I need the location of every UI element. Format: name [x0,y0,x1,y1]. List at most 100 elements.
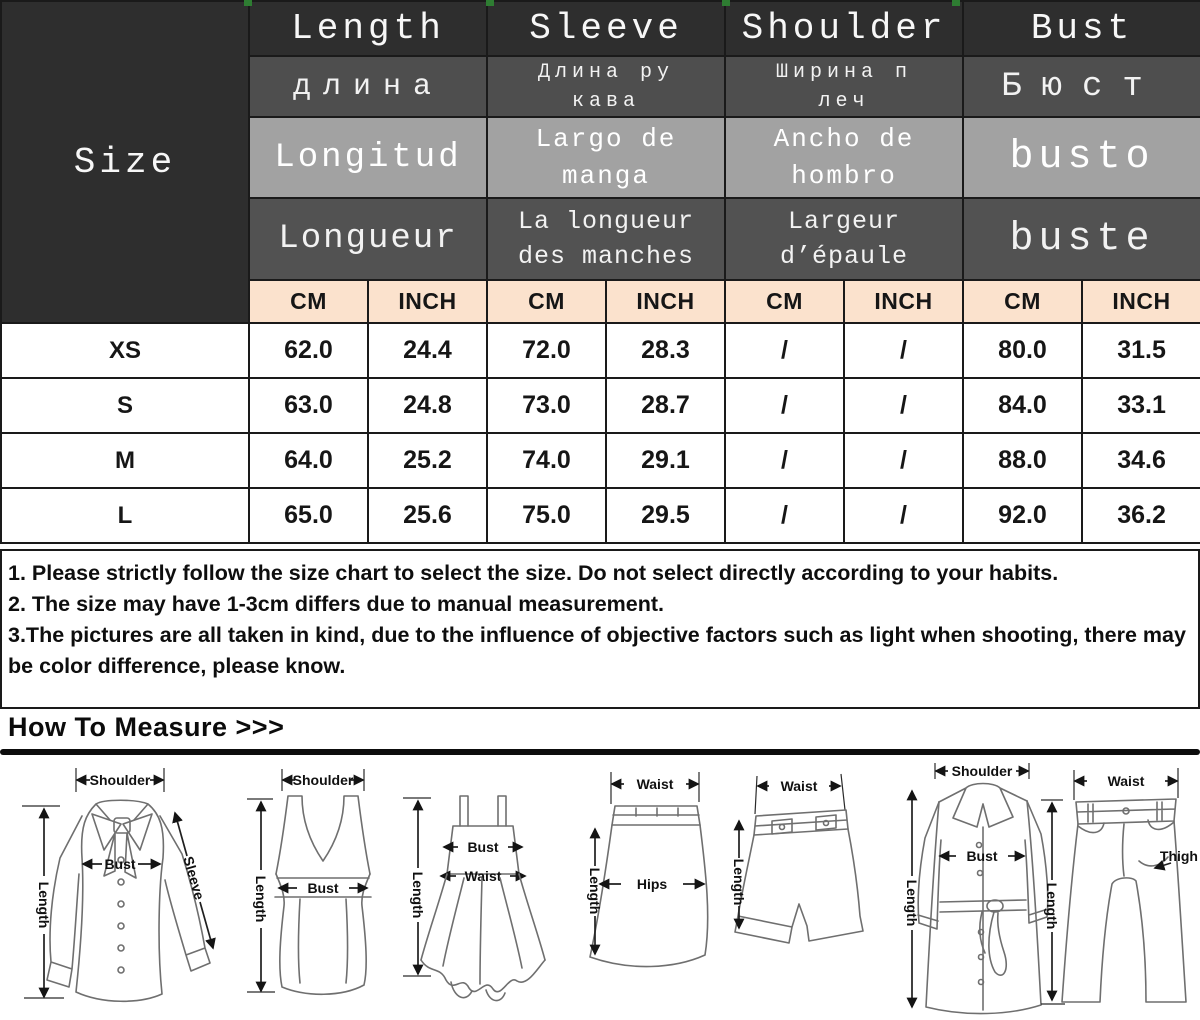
note-1: 1. Please strictly follow the size chart… [8,561,1059,585]
size-chart-table: Size Length Sleeve Shoulder Bust длина Д… [0,0,1200,544]
notes-box: 1. Please strictly follow the size chart… [0,549,1200,709]
green-artifact-tick [952,0,960,6]
header-line: Бюст [1001,67,1163,106]
label-length: Length [36,882,52,929]
header-line: Длина ру [537,60,674,84]
diagram-dress: Length Bust Waist [403,795,546,1002]
header-line: Longitud [274,138,462,177]
data-cell: 31.5 [1081,322,1200,379]
header-line: busto [1009,135,1155,180]
data-cell: / [842,432,965,489]
data-cell: / [724,322,845,379]
label-shoulder: Shoulder [952,763,1013,779]
label-length: Length [1044,883,1060,930]
header-line: manga [561,160,650,191]
diagram-shorts: Waist Length [731,773,864,944]
unit-cell-inch: INCH [842,279,965,324]
header-length-es: Longitud [248,116,488,199]
header-bust-ru: Бюст [962,55,1200,118]
label-length: Length [410,872,426,919]
header-row-french: Longueur La longueur des manches Largeur… [1,197,1200,281]
data-cell: / [724,487,845,544]
data-cell: 25.2 [367,432,488,489]
header-shoulder-es: Ancho de hombro [723,116,965,199]
how-to-measure-diagrams: Shoulder Length Bust Sleeve Shoulder [0,758,1200,1020]
label-bust: Bust [966,848,997,864]
unit-cell-cm: CM [486,279,607,324]
header-bust-es: busto [962,116,1200,199]
green-artifact-tick [486,0,494,6]
data-cell: 65.0 [248,487,369,544]
header-bust-en: Bust [962,0,1200,57]
label-shoulder: Shoulder [90,772,151,788]
data-cell: 25.6 [367,487,488,544]
diagram-skirt: Waist Length Hips [587,772,709,968]
divider-rule [0,749,1200,755]
data-cell: / [842,487,965,544]
data-cell: 73.0 [486,377,607,434]
header-length-ru: длина [248,55,488,118]
header-line: d’épaule [779,242,909,271]
unit-cell-cm: CM [962,279,1084,324]
label-length: Length [253,876,269,923]
data-cell: 34.6 [1081,432,1200,489]
data-cell: 28.3 [605,322,726,379]
unit-cell-inch: INCH [1081,279,1200,324]
header-line: Largo de [535,124,677,155]
header-length-fr: Longueur [248,197,488,281]
header-row-english: Size Length Sleeve Shoulder Bust [0,0,1200,324]
size-header-cell: Size [0,0,250,324]
data-cell: 36.2 [1081,487,1200,544]
header-sleeve-ru: Длина ру кава [486,55,726,118]
data-cell: 75.0 [486,487,607,544]
size-name-cell: L [0,487,250,544]
green-artifact-tick [722,0,730,6]
header-sleeve-es: Largo de manga [486,116,726,199]
data-cell: 92.0 [962,487,1084,544]
data-row-m: M 64.0 25.2 74.0 29.1 / / 88.0 34.6 [0,432,1200,489]
data-cell: 84.0 [962,377,1084,434]
note-2: 2. The size may have 1-3cm differs due t… [8,592,664,616]
header-line: кава [571,89,640,113]
data-cell: 29.1 [605,432,726,489]
green-artifact-tick [244,0,252,6]
label-bust: Bust [467,839,498,855]
header-sleeve-en: Sleeve [486,0,726,57]
header-line: Ancho de [773,124,915,155]
unit-cell-cm: CM [248,279,369,324]
header-line: des manches [517,242,695,271]
label-shoulder: Shoulder [293,772,354,788]
header-length-en: Length [248,0,488,57]
label-waist: Waist [637,776,674,792]
header-shoulder-fr: Largeur d’épaule [723,197,965,281]
header-line: леч [818,89,870,113]
data-row-l: L 65.0 25.6 75.0 29.5 / / 92.0 36.2 [0,487,1200,544]
label-thigh: Thigh [1160,848,1198,864]
diagram-pants: Waist Thigh Length [1041,768,1198,1005]
data-cell: / [842,322,965,379]
header-line: длина [292,69,443,104]
label-waist: Waist [781,778,818,794]
how-to-measure-title: How To Measure >>> [8,712,285,742]
data-cell: 24.4 [367,322,488,379]
data-cell: 74.0 [486,432,607,489]
data-cell: / [724,432,845,489]
data-cell: / [842,377,965,434]
label-length: Length [587,868,603,915]
diagram-blouse: Shoulder Length Bust Sleeve [22,768,216,1003]
unit-cell-cm: CM [724,279,845,324]
data-cell: / [724,377,845,434]
units-row: CM INCH CM INCH CM INCH CM INCH [1,279,1200,324]
unit-cell-inch: INCH [605,279,726,324]
header-row-spanish: Longitud Largo de manga Ancho de hombro … [1,116,1200,199]
header-line: Largeur [787,207,901,236]
size-name-cell: M [0,432,250,489]
header-row-russian: длина Длина ру кава Ширина п леч Бюст [1,55,1200,118]
data-cell: 80.0 [962,322,1084,379]
label-bust: Bust [104,856,135,872]
label-waist: Waist [1108,773,1145,789]
header-sleeve-fr: La longueur des manches [486,197,726,281]
data-cell: 62.0 [248,322,369,379]
label-waist: Waist [465,868,502,884]
